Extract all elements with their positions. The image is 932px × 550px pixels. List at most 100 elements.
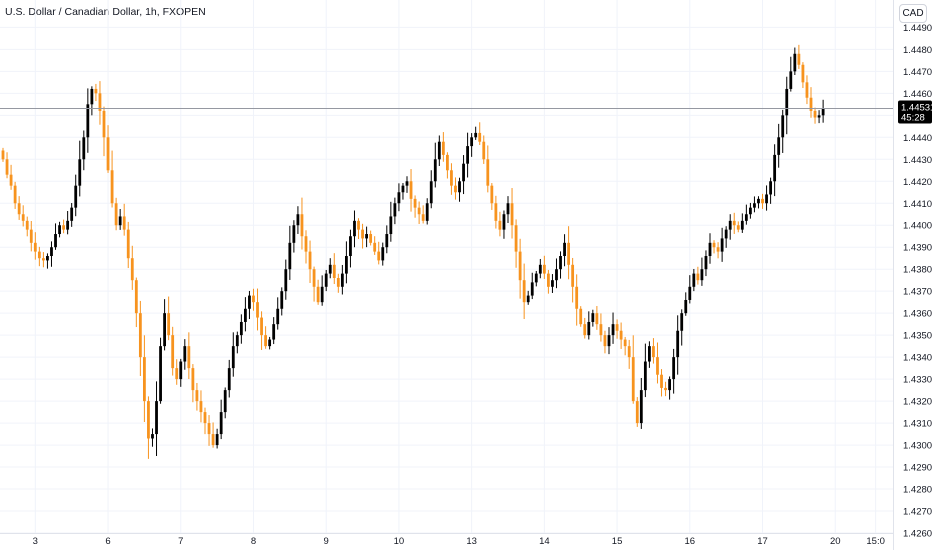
- candle-body: [300, 214, 304, 237]
- candle-body: [320, 286, 324, 303]
- candle-body: [417, 207, 421, 215]
- candle-body: [280, 291, 284, 309]
- candle-body: [393, 203, 397, 217]
- candle-body: [611, 324, 615, 336]
- candle-body: [126, 229, 130, 259]
- candle-body: [656, 357, 659, 375]
- price-tick-label: 1.43700: [903, 287, 932, 298]
- candle-body: [9, 174, 13, 186]
- last-price-value: 1.44531: [901, 103, 932, 114]
- candle-body: [599, 324, 603, 336]
- candle-body: [563, 242, 566, 257]
- currency-selector-button[interactable]: CAD: [899, 4, 927, 23]
- candle-body: [62, 225, 65, 230]
- candle-body: [264, 335, 267, 347]
- candle-body: [704, 256, 708, 270]
- price-tick-label: 1.42700: [903, 507, 932, 518]
- candle-body: [219, 412, 223, 435]
- candle-body: [761, 198, 764, 204]
- candle-body: [223, 390, 227, 413]
- candle-body: [785, 88, 789, 116]
- candle-body: [575, 286, 579, 309]
- candle-body: [336, 277, 340, 287]
- candle-body: [58, 225, 61, 235]
- candle-body: [631, 357, 635, 402]
- candle-body: [82, 137, 86, 160]
- candle-body: [98, 93, 102, 111]
- candle-body: [643, 361, 647, 391]
- candle-body: [373, 242, 377, 252]
- time-tick-label: 20: [830, 536, 841, 547]
- candle-body: [813, 110, 817, 118]
- candle-body: [454, 185, 457, 193]
- candle-body: [353, 220, 356, 237]
- candle-body: [744, 214, 748, 221]
- candle-body: [736, 225, 740, 230]
- candle-body: [405, 181, 409, 186]
- candle-body: [5, 159, 9, 175]
- price-tick-label: 1.42600: [903, 529, 932, 540]
- candle-body: [789, 71, 793, 89]
- candle-body: [603, 335, 607, 347]
- price-tick-label: 1.43400: [903, 353, 932, 364]
- candle-body: [110, 170, 114, 204]
- candle-body: [17, 203, 21, 215]
- price-tick-label: 1.44000: [903, 221, 932, 232]
- candle-body: [199, 401, 203, 413]
- candle-body: [781, 115, 785, 138]
- price-tick-label: 1.43100: [903, 419, 932, 430]
- candle-body: [369, 234, 373, 243]
- candle-body: [421, 214, 425, 221]
- time-tick-label: 15: [612, 536, 623, 547]
- candle-body: [571, 264, 575, 287]
- candle-body: [619, 330, 623, 340]
- price-tick-label: 1.44300: [903, 155, 932, 166]
- candle-body: [235, 335, 239, 347]
- candle-body: [595, 313, 599, 325]
- candle-body: [567, 242, 570, 265]
- candle-body: [450, 170, 453, 186]
- candle-body: [765, 194, 768, 204]
- candle-body: [494, 203, 498, 221]
- candles: [1, 44, 825, 459]
- candle-body: [409, 181, 413, 199]
- candle-body: [773, 154, 777, 182]
- candle-body: [757, 198, 760, 204]
- price-axis[interactable]: 1.42600 1.42700 1.42800 1.42900 1.43000 1.431…: [903, 23, 932, 540]
- candle-body: [183, 346, 187, 362]
- time-axis[interactable]: 3 6 7 8 9 10 13 14 15 16 17 20 15:0: [33, 536, 885, 547]
- candle-body: [328, 264, 332, 274]
- time-tick-label: 10: [394, 536, 405, 547]
- candle-body: [668, 379, 671, 391]
- candle-body: [676, 330, 680, 358]
- candle-body: [551, 280, 554, 287]
- candle-body: [732, 220, 736, 226]
- candle-body: [433, 159, 437, 182]
- candle-body: [50, 247, 53, 257]
- candle-body: [490, 185, 494, 204]
- candle-body: [288, 242, 292, 270]
- candle-body: [470, 137, 474, 147]
- candle-body: [227, 368, 231, 391]
- candle-body: [138, 313, 142, 358]
- time-tick-label: 9: [324, 536, 329, 547]
- candle-body: [345, 256, 348, 274]
- candle-body: [292, 225, 296, 243]
- candle-body: [385, 234, 389, 248]
- candle-body: [397, 192, 401, 204]
- candle-body: [357, 220, 360, 230]
- candle-body: [623, 339, 627, 347]
- candle-body: [506, 203, 510, 215]
- candle-body: [740, 220, 744, 230]
- price-tick-label: 1.44900: [903, 23, 932, 34]
- candle-body: [514, 225, 518, 252]
- candle-body: [797, 53, 801, 65]
- candle-body: [42, 258, 45, 261]
- candle-body: [502, 214, 506, 230]
- candle-body: [652, 346, 655, 358]
- candle-body: [805, 82, 809, 98]
- candle-body: [159, 346, 162, 402]
- candle-body: [777, 137, 781, 155]
- time-tick-label: 17: [757, 536, 768, 547]
